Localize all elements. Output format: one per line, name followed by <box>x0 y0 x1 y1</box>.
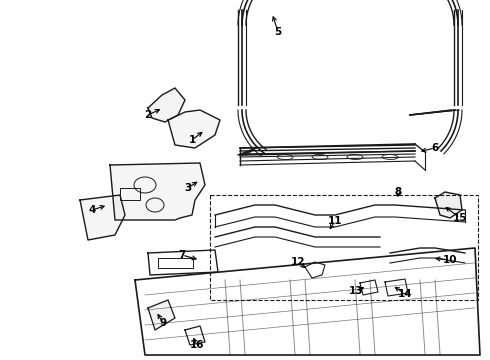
Polygon shape <box>80 195 125 240</box>
Text: 12: 12 <box>291 257 305 267</box>
Text: 9: 9 <box>159 318 167 328</box>
Text: 8: 8 <box>394 187 402 197</box>
Text: 11: 11 <box>328 216 342 226</box>
Text: 7: 7 <box>178 250 186 260</box>
Text: 2: 2 <box>145 110 151 120</box>
Text: 6: 6 <box>431 143 439 153</box>
Text: 5: 5 <box>274 27 282 37</box>
Text: 14: 14 <box>398 289 412 299</box>
Text: 15: 15 <box>453 213 467 223</box>
Text: 16: 16 <box>190 340 204 350</box>
Polygon shape <box>168 110 220 148</box>
Text: 13: 13 <box>349 286 363 296</box>
Polygon shape <box>110 163 205 220</box>
Polygon shape <box>435 192 462 218</box>
Text: 3: 3 <box>184 183 192 193</box>
Text: 1: 1 <box>188 135 196 145</box>
Polygon shape <box>148 300 175 330</box>
Text: 4: 4 <box>88 205 96 215</box>
Text: 10: 10 <box>443 255 457 265</box>
Bar <box>120 188 140 200</box>
Polygon shape <box>148 88 185 122</box>
Bar <box>158 258 193 268</box>
